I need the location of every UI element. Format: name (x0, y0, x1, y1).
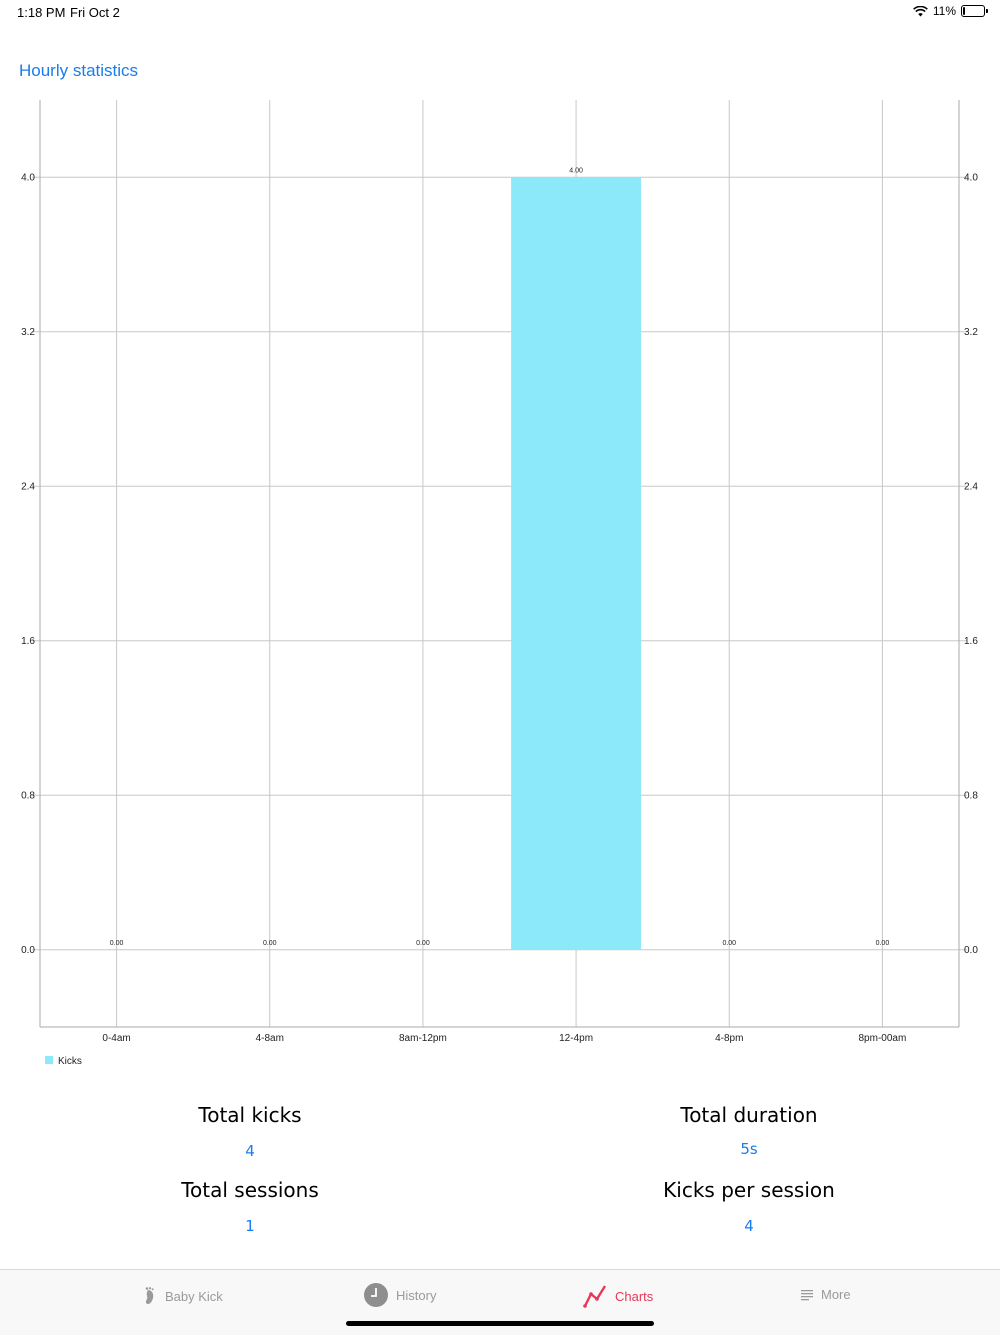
wifi-icon (913, 5, 928, 16)
x-tick-label: 4-8pm (715, 1033, 743, 1044)
x-tick-label: 12-4pm (559, 1033, 593, 1044)
y-tick-label-left: 0.0 (21, 945, 35, 956)
bar-value-label: 0.00 (416, 940, 430, 947)
y-tick-label-left: 1.6 (21, 636, 35, 647)
y-tick-label-right: 3.2 (964, 327, 978, 338)
tab-baby-kick[interactable]: Baby Kick (143, 1287, 223, 1305)
home-indicator (346, 1321, 654, 1326)
kicks-per-session-stat: Kicks per session 4 (549, 1178, 949, 1235)
total-duration-stat: Total duration 5s (549, 1103, 949, 1158)
total-sessions-value: 1 (245, 1217, 255, 1235)
x-tick-label: 8am-12pm (399, 1033, 447, 1044)
tab-more[interactable]: More (801, 1287, 851, 1302)
bar-value-label: 0.00 (876, 940, 890, 947)
total-kicks-stat: Total kicks 4 (50, 1103, 450, 1160)
y-tick-label-right: 4.0 (964, 172, 978, 183)
x-tick-label: 4-8am (256, 1033, 284, 1044)
hourly-kicks-chart: 0.0 0.0 0.8 0.8 1.6 1.6 2.4 2.4 3.2 3.2 4.0 4.0 0.00… (21, 100, 978, 1067)
clock-icon (364, 1283, 388, 1307)
tab-label: More (821, 1287, 851, 1302)
total-kicks-value: 4 (245, 1142, 255, 1160)
tab-history[interactable]: History (364, 1283, 436, 1307)
tab-label: History (396, 1287, 437, 1303)
kicks-per-session-value: 4 (744, 1217, 754, 1235)
y-tick-label-right: 0.0 (964, 945, 978, 956)
battery-icon (961, 5, 988, 17)
total-sessions-stat: Total sessions 1 (50, 1178, 450, 1235)
y-tick-label-right: 2.4 (964, 481, 978, 492)
y-tick-label-left: 0.8 (21, 790, 35, 801)
tab-charts[interactable]: Charts (583, 1284, 653, 1308)
kicks-per-session-label: Kicks per session (663, 1178, 835, 1202)
page-title: Hourly statistics (19, 61, 139, 80)
x-tick-label: 0-4am (102, 1033, 130, 1044)
x-tick-label: 8pm-00am (859, 1033, 907, 1044)
legend-label: Kicks (58, 1056, 82, 1067)
total-duration-value: 5s (740, 1140, 758, 1158)
status-time: 1:18 PM (17, 5, 66, 20)
status-right: 11% (913, 4, 988, 18)
bar-value-label: 0.00 (263, 940, 277, 947)
foot-icon (145, 1287, 154, 1304)
bar-value-label: 4.00 (569, 167, 583, 174)
battery-percent: 11% (932, 4, 956, 18)
status-date: Fri Oct 2 (70, 5, 120, 20)
y-tick-label-left: 2.4 (21, 481, 35, 492)
y-tick-label-right: 1.6 (964, 636, 978, 647)
line-chart-icon (583, 1285, 607, 1308)
list-icon (801, 1289, 813, 1300)
y-tick-label-right: 0.8 (964, 790, 978, 801)
legend-swatch (45, 1056, 53, 1064)
tab-label: Charts (615, 1288, 654, 1304)
bar (511, 177, 642, 950)
bar-value-label: 0.00 (110, 940, 124, 947)
y-tick-label-left: 3.2 (21, 327, 35, 338)
total-duration-label: Total duration (680, 1103, 818, 1127)
total-sessions-label: Total sessions (181, 1178, 319, 1202)
total-kicks-label: Total kicks (198, 1103, 302, 1127)
tab-label: Baby Kick (165, 1288, 223, 1304)
status-bar: 1:18 PM Fri Oct 2 11% (0, 0, 1000, 24)
y-tick-label-left: 4.0 (21, 172, 35, 183)
bar-value-label: 0.00 (722, 940, 736, 947)
